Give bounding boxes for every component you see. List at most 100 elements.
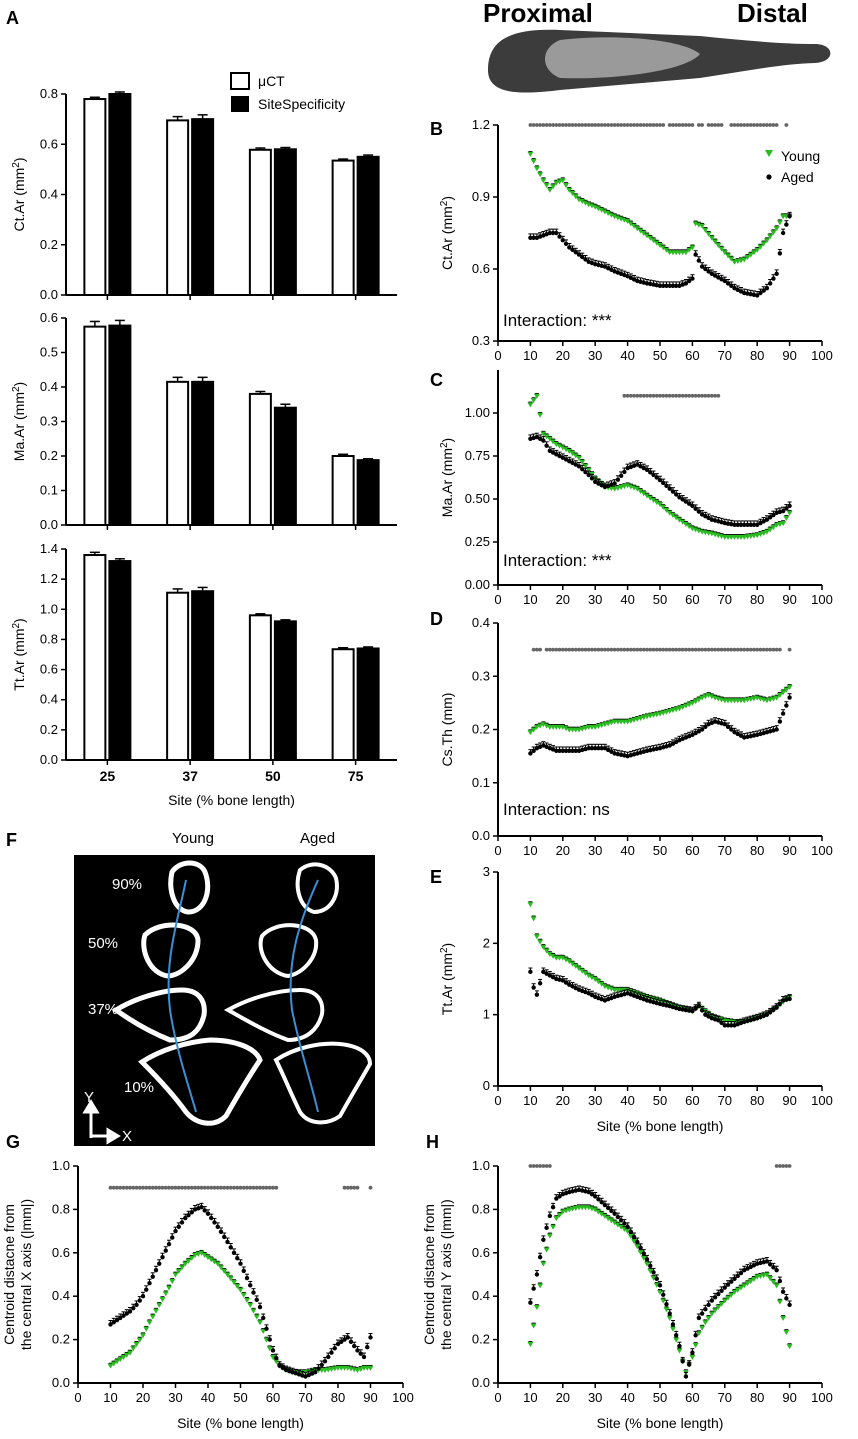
chart-e-point-aged [547,973,553,978]
chart-d-point-aged [729,727,734,732]
chart-a2-bar [166,380,190,527]
chart-h-point-aged [605,1205,611,1211]
chart-b-significance-dot [735,123,740,127]
chart-a1-y-label: Ct.Ar (mm2) [11,158,28,232]
chart-h-x-tick-label: 20 [556,1390,570,1405]
chart-d-point-young [533,724,540,730]
legend-a: μCT SiteSpecificity [230,72,345,112]
chart-g-point-aged [144,1287,149,1292]
chart-g-point-aged [348,1339,354,1344]
chart-h-x-tick-label: 100 [811,1390,833,1405]
chart-h-point-aged [667,1311,672,1316]
chart-g-point-aged [244,1275,250,1281]
chart-d-point-aged [674,739,679,745]
chart-g-point-young [127,1350,133,1356]
chart-b-point-aged [729,283,734,288]
chart-d-significance-dot [709,647,714,652]
chart-b-significance-dot [684,123,688,127]
chart-d-point-young [631,717,638,723]
chart-a3-y-tick-label: 1.2 [40,571,58,586]
chart-b-point-young [747,252,754,258]
chart-d-significance-dot [696,647,701,652]
chart-d-significance-dot [593,647,598,652]
chart-e-x-tick-label: 90 [782,1093,796,1108]
chart-g-significance-dot [118,1185,123,1190]
chart-g-significance-dot [232,1185,236,1190]
chart-d-significance-dot [761,647,766,652]
chart-c-point-young [773,522,780,528]
chart-b-significance-dot [564,123,568,127]
chart-c-point-aged [764,517,770,522]
chart-d-point-young [695,697,702,703]
chart-c-point-aged [635,462,640,467]
chart-g-y-tick-label: 0.6 [52,1245,70,1260]
chart-d-point-aged [593,745,598,751]
chart-g-significance-dot [176,1185,181,1190]
chart-h-point-aged [787,1302,792,1308]
chart-b-significance-dot [719,123,724,127]
chart-g-point-aged [319,1362,324,1368]
chart-b-significance-dot [755,123,760,127]
chart-h-point-aged [745,1266,750,1271]
chart-c-point-young [666,510,673,516]
x-arrowhead [106,1127,121,1145]
chart-a2-bar [191,380,215,527]
chart-c-point-young [572,453,579,459]
chart-g-point-young [117,1357,124,1363]
chart-d-point-young [527,730,534,736]
y-arrowhead [82,1099,100,1114]
chart-c-point-young [637,488,644,494]
chart-d-significance-dot [658,647,662,652]
chart-h-point-young [676,1348,683,1354]
chart-b-point-young [540,178,547,184]
chart-b-significance-dot [667,123,672,127]
chart-b-significance-dot [593,123,598,127]
chart-h-point-young [747,1279,754,1285]
legend-b: Young Aged [765,148,820,185]
chart-g-point-young [237,1287,244,1293]
chart-b-point-young [637,228,644,234]
chart-b-significance-dot [784,123,789,127]
chart-b-point-young [657,243,663,248]
chart-c-significance-dot [680,393,685,398]
chart-g-point-young [244,1297,250,1303]
chart-d-point-aged [528,751,533,756]
chart-b-significance-dot [551,123,555,127]
chart-d-point-young [699,695,706,701]
chart-g-point-aged [326,1354,331,1360]
chart-c-y-tick-label: 0.25 [465,534,490,549]
chart-g-point-young [227,1276,234,1282]
chart-e-x-label: Site (% bone length) [597,1118,724,1134]
chart-b-point-young [644,233,651,239]
chart-d-significance-dot [573,647,578,652]
chart-g-point-aged [231,1250,237,1256]
chart-c-significance-dot [706,393,711,398]
chart-g-point-aged [329,1350,334,1355]
chart-b-point-aged [774,271,779,276]
chart-h-point-young [527,1341,534,1347]
chart-b-point-aged [550,230,556,236]
chart-h-point-aged [729,1279,734,1284]
chart-b-significance-dot [745,123,750,127]
chart-c-point-aged [586,472,591,478]
chart-g-point-aged [199,1205,204,1210]
chart-b-significance-dot [619,123,624,127]
panel-label-g: G [6,1132,20,1152]
chart-g-significance-dot [189,1185,194,1190]
chart-b-significance-dot [632,123,636,127]
chart-g-point-young [188,1255,195,1261]
chart-c-significance-dot [709,393,714,398]
chart-g-point-aged [157,1261,162,1266]
chart-b-significance-dot [732,123,737,127]
chart-g-significance-dot [144,1185,149,1190]
charts-layer: 0.0 0.2 0.4 0.6 0.8 Ct.Ar (mm2) 0.0 0.1 0.2 0.3 0.… [1,86,833,1431]
chart-d-point-young [576,727,582,733]
chart-d-y-label: Cs.Th (mm) [439,693,455,767]
chart-g-significance-dot [271,1185,275,1190]
chart-d-significance-dot [564,647,568,652]
legend-label-aged: Aged [781,169,814,185]
chart-e-point-aged [683,1007,689,1013]
chart-h-point-aged [670,1322,676,1327]
chart-h-point-young [750,1276,757,1282]
chart-h-point-young [601,1213,608,1219]
